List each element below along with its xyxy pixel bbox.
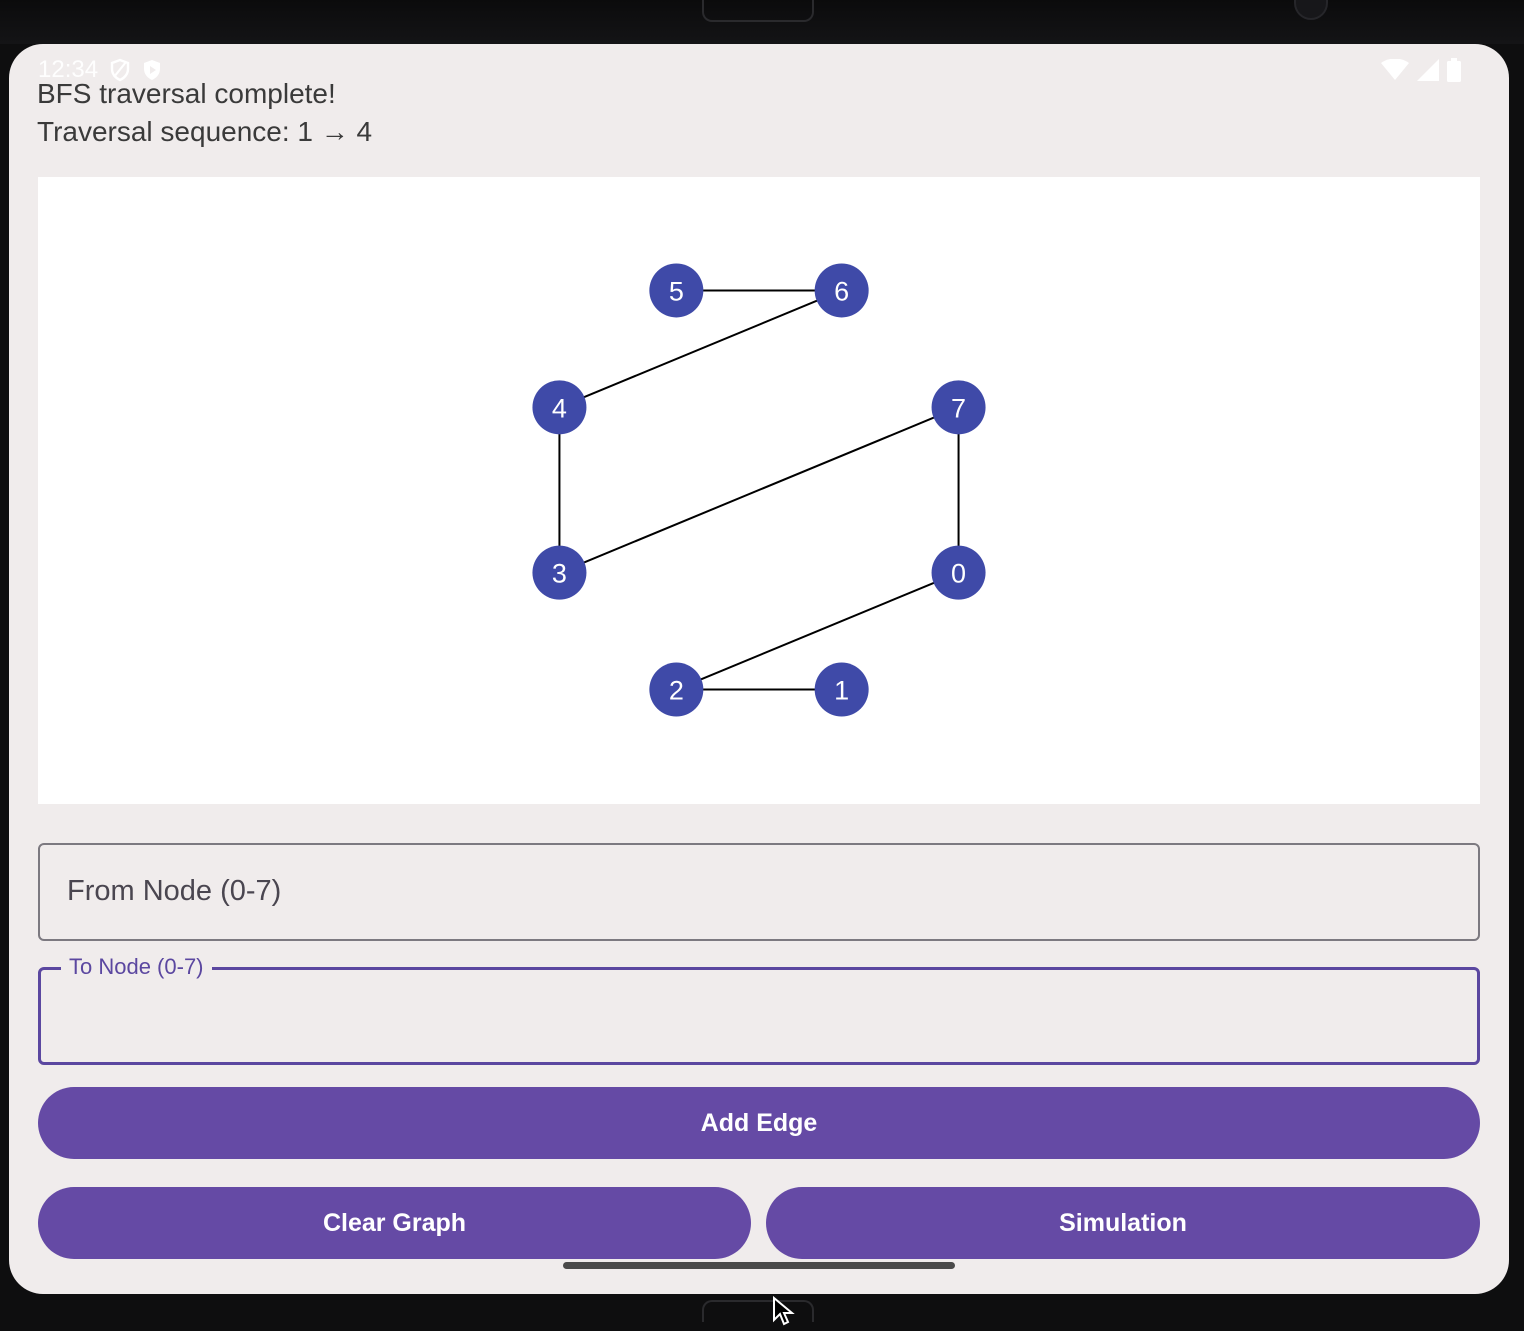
graph-edge-6-4	[559, 289, 843, 409]
graph-node-label: 1	[834, 676, 849, 706]
graph-node-label: 3	[552, 559, 567, 589]
graph-edge-3-7	[559, 406, 959, 574]
simulation-button[interactable]: Simulation	[766, 1187, 1480, 1259]
status-message: BFS traversal complete!	[37, 78, 336, 109]
graph-node-circle	[649, 263, 704, 318]
from-node-field[interactable]: From Node (0-7)	[38, 843, 1480, 941]
graph-node-5[interactable]: 5	[649, 263, 704, 318]
edges-layer	[558, 289, 960, 691]
graph-node-circle	[931, 380, 986, 435]
to-node-input[interactable]	[65, 998, 1445, 1038]
graph-node-circle	[814, 263, 869, 318]
to-node-label: To Node (0-7)	[61, 954, 212, 980]
graph-node-circle	[931, 545, 986, 600]
graph-node-circle	[814, 662, 869, 717]
status-time: 12:34	[38, 56, 99, 83]
add-edge-button[interactable]: Add Edge	[38, 1087, 1480, 1159]
to-node-field[interactable]: To Node (0-7)	[38, 954, 1480, 1065]
graph-node-label: 7	[951, 393, 966, 423]
graph-node-label: 4	[552, 393, 567, 423]
from-node-placeholder: From Node (0-7)	[67, 875, 282, 907]
graph-node-label: 0	[951, 559, 966, 589]
graph-node-3[interactable]: 3	[532, 545, 587, 600]
graph-node-2[interactable]: 2	[649, 662, 704, 717]
graph-node-7[interactable]: 7	[931, 380, 986, 435]
graph-canvas[interactable]: 0 1 2 3 4 5 6 7	[38, 177, 1480, 804]
shield-outline-icon	[109, 58, 131, 87]
shield-play-icon	[141, 58, 163, 87]
graph-node-circle	[532, 545, 587, 600]
device-bezel-top	[0, 0, 1524, 44]
nodes-layer: 0 1 2 3 4 5 6 7	[532, 263, 986, 717]
graph-node-label: 5	[669, 276, 684, 306]
clear-graph-button[interactable]: Clear Graph	[38, 1187, 751, 1259]
battery-icon	[1447, 58, 1461, 87]
graph-node-circle	[532, 380, 587, 435]
wifi-icon	[1381, 58, 1409, 86]
hinge-top	[702, 0, 814, 22]
status-icons-left	[109, 58, 163, 87]
graph-node-label: 2	[669, 676, 684, 706]
app-screen: 12:34 BFS traversal complete! Traversal …	[9, 44, 1509, 1294]
graph-edge-0-2	[675, 571, 959, 691]
graph-node-1[interactable]: 1	[814, 662, 869, 717]
graph-svg: 0 1 2 3 4 5 6 7	[532, 263, 986, 717]
home-indicator[interactable]	[563, 1262, 955, 1269]
status-bar: 12:34	[9, 54, 1509, 84]
graph-node-4[interactable]: 4	[532, 380, 587, 435]
traversal-sequence: Traversal sequence: 1 → 4	[37, 116, 373, 147]
graph-node-label: 6	[834, 276, 849, 306]
graph-node-6[interactable]: 6	[814, 263, 869, 318]
signal-icon	[1417, 59, 1439, 86]
status-icons-right	[1381, 58, 1461, 87]
graph-node-0[interactable]: 0	[931, 545, 986, 600]
mouse-cursor-icon	[772, 1295, 798, 1331]
hinge-bottom	[702, 1300, 814, 1322]
graph-node-circle	[649, 662, 704, 717]
